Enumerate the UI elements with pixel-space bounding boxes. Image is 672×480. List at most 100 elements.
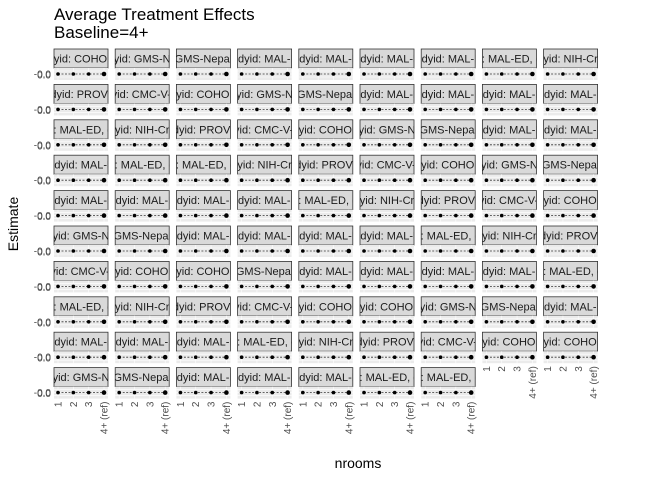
data-point <box>162 390 168 395</box>
data-point <box>193 213 198 218</box>
facet-panel: studyid: NIH-Crypto <box>114 296 170 328</box>
data-point <box>576 107 581 112</box>
data-point <box>148 284 152 289</box>
data-point <box>438 72 443 76</box>
facet-panel: studyid: MAL-ED <box>298 260 354 293</box>
facet-strip-label: studyid: MAL-ED, country <box>141 160 266 172</box>
data-point <box>362 143 366 147</box>
data-point <box>162 284 168 289</box>
facet-panel: studyid: MAL-ED, country <box>481 48 537 80</box>
data-point <box>576 143 581 147</box>
data-point <box>239 72 244 76</box>
data-point <box>362 213 366 218</box>
data-point <box>438 107 443 112</box>
data-point <box>484 178 489 182</box>
facet-strip-label: studyid: GMS-Nepal <box>32 231 130 243</box>
data-point <box>438 284 443 289</box>
facet-panel: studyid: PROVIDE <box>158 296 248 328</box>
data-point <box>101 213 107 218</box>
facet-strip-label: studyid: MAL-ED <box>40 160 123 172</box>
x-tick-label: 3 <box>329 401 340 407</box>
data-point <box>117 213 121 218</box>
x-tick-label: 1 <box>298 401 309 407</box>
data-point <box>561 143 565 147</box>
x-tick-label: 2 <box>130 401 141 407</box>
facet-strip-label: studyid: GMS-Nepal, studyid <box>501 160 640 172</box>
data-point <box>132 320 137 324</box>
facet-strip-label: studyid: PROVIDE <box>158 301 248 313</box>
data-point <box>576 355 581 360</box>
facet-strip-label: studyid: MAL-ED <box>468 89 551 101</box>
facet-panel: studyid: COHORTS <box>175 260 231 293</box>
data-point <box>591 319 596 325</box>
data-point <box>193 390 198 395</box>
data-point <box>515 284 519 289</box>
data-point <box>270 320 275 324</box>
data-point <box>255 390 259 395</box>
facet-strip-label: studyid: GMS-Nepal, studyid <box>440 301 579 313</box>
data-point <box>86 284 91 289</box>
facet-strip-label: studyid: MAL-ED, country <box>508 266 633 278</box>
facet-strip-label: studyid: MAL-ED, country <box>386 372 511 384</box>
data-point <box>270 107 275 112</box>
data-point <box>438 320 443 324</box>
data-point <box>331 72 336 76</box>
data-point <box>209 320 213 324</box>
data-point <box>162 213 168 218</box>
data-point <box>331 178 336 182</box>
data-point <box>561 178 565 182</box>
data-point <box>392 249 397 253</box>
data-point <box>193 320 198 324</box>
facet-panel: studyid: GMS-Nepal <box>420 296 476 328</box>
data-point <box>71 390 76 395</box>
facet-panel: studyid: PROVIDE <box>298 154 354 187</box>
data-point <box>591 142 596 148</box>
data-point <box>101 319 107 325</box>
data-point <box>468 284 474 289</box>
facet-strip-label: studyid: MAL-ED <box>162 337 245 349</box>
facet-strip-label: studyid: PROVIDE <box>342 337 432 349</box>
data-point <box>561 355 565 360</box>
data-point <box>239 107 244 112</box>
data-point <box>86 355 91 360</box>
data-point <box>178 320 183 324</box>
data-point <box>301 320 305 324</box>
data-point <box>545 284 550 289</box>
data-point <box>86 320 91 324</box>
data-point <box>285 354 290 360</box>
data-point <box>86 178 91 182</box>
data-point <box>530 319 535 325</box>
data-point <box>561 320 565 324</box>
data-point <box>270 213 275 218</box>
data-point <box>468 177 474 183</box>
data-point <box>56 143 60 147</box>
facet-panel: studyid: MAL-ED, country <box>202 331 327 364</box>
facet-strip-label: studyid: MAL-ED, country <box>202 337 327 349</box>
data-point <box>377 107 382 112</box>
facet-panel: studyid: GMS-Nepal, studyid <box>501 154 640 187</box>
facet-strip-label: studyid: MAL-ED, country <box>386 231 511 243</box>
data-point <box>499 178 504 182</box>
data-point <box>484 284 489 289</box>
data-point <box>224 248 229 254</box>
data-point <box>346 213 352 218</box>
data-point <box>484 72 489 76</box>
data-point <box>468 390 474 395</box>
x-tick-label: 4+ (ref) <box>222 402 233 435</box>
x-tick-label: 2 <box>69 401 80 407</box>
data-point <box>148 390 152 395</box>
data-point <box>346 319 352 325</box>
facet-panel: studyid: COHORTS <box>543 190 598 222</box>
data-point <box>438 390 443 395</box>
y-tick-label: -0.0 <box>34 140 52 151</box>
data-point <box>56 178 60 182</box>
data-point <box>209 390 213 395</box>
facet-strip-label: studyid: CMC-V-BCS <box>91 89 194 101</box>
facet-strip-label: studyid: MAL-ED, country <box>19 124 144 136</box>
facet-strip-label: studyid: MAL-ED <box>101 195 184 207</box>
data-point <box>193 178 198 182</box>
data-point <box>346 71 352 77</box>
data-point <box>285 142 290 148</box>
